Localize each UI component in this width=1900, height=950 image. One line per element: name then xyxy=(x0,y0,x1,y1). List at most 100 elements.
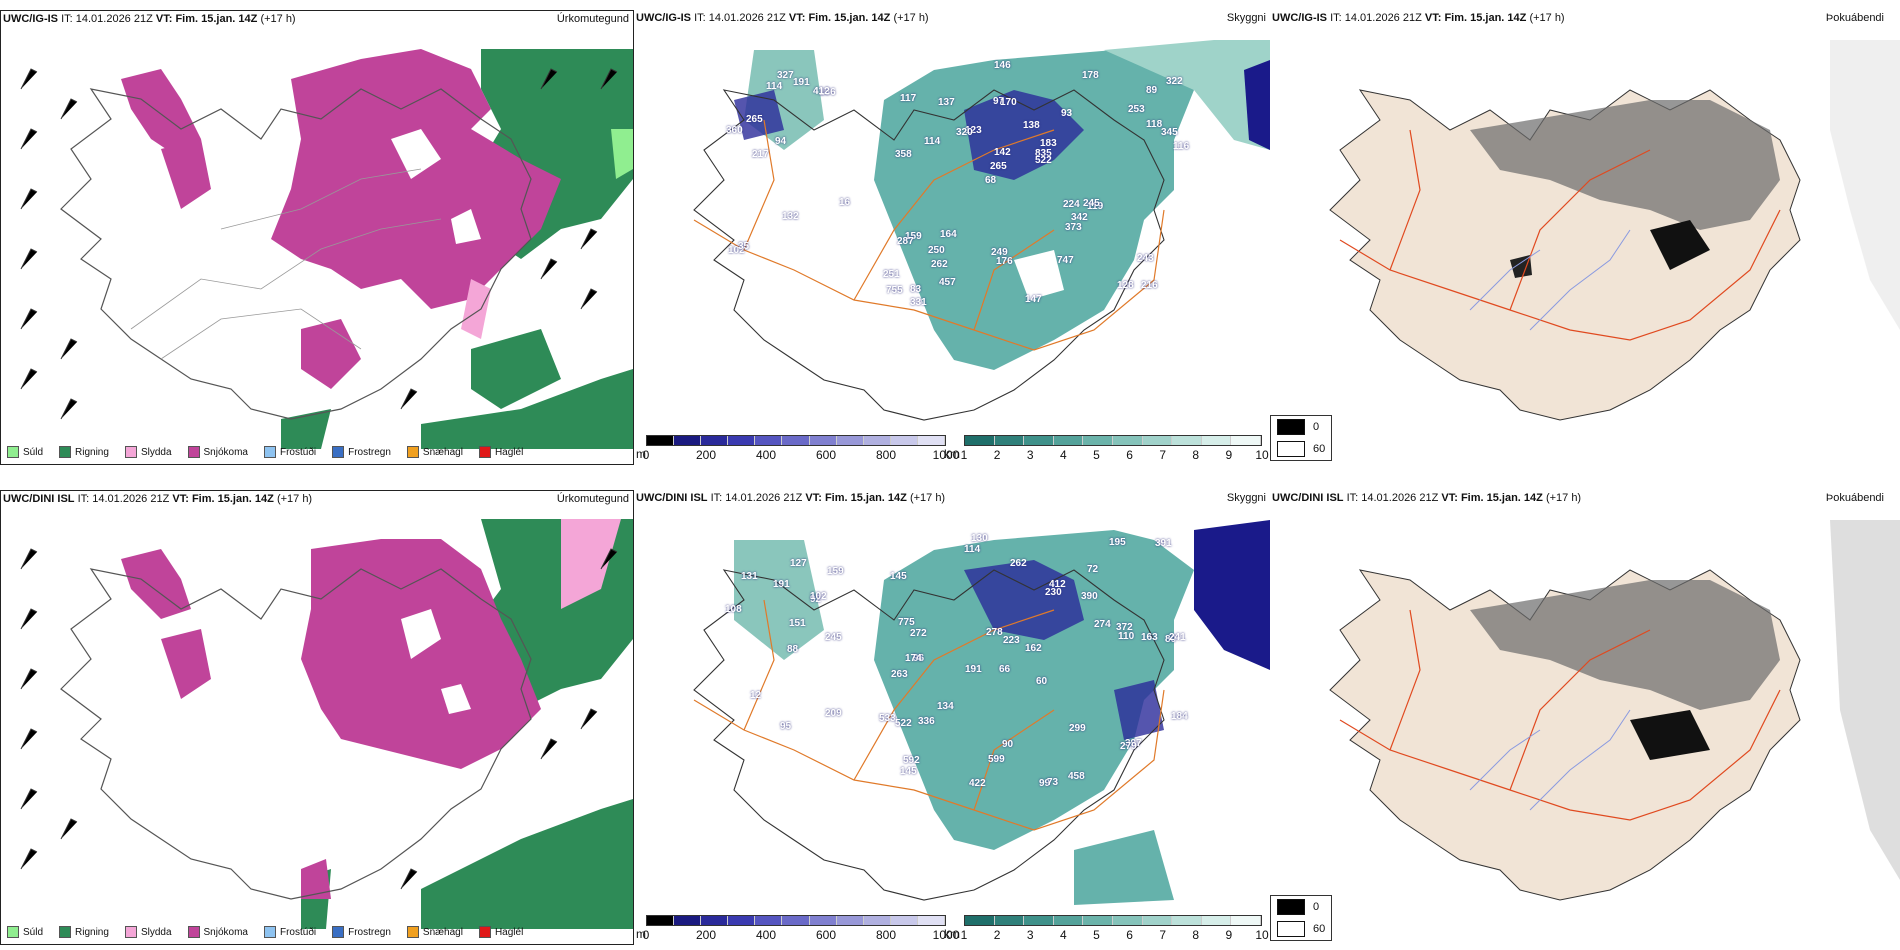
fog-index-panel-row1: UWC/IG-IS IT: 14.01.2026 21Z VT: Fim. 15… xyxy=(1270,10,1900,465)
colorbar-cell xyxy=(1201,916,1232,925)
legend-item-snjokoma: Snjókoma xyxy=(187,446,248,458)
ceiling-value-label: 137 xyxy=(938,97,955,108)
colorbar-cell xyxy=(994,436,1025,445)
ceiling-value-label: 373 xyxy=(1065,222,1082,233)
ceiling-value-label: 835 xyxy=(1035,148,1052,159)
ceiling-value-label: 178 xyxy=(1082,70,1099,81)
ceiling-value-label: 60 xyxy=(1036,676,1048,687)
colorbar-cell xyxy=(965,916,995,925)
visibility-unit: km xyxy=(944,927,960,941)
colorbar-tick-label: 2 xyxy=(993,928,1001,942)
ceiling-value-label: 170 xyxy=(1000,97,1017,108)
colorbar-cell xyxy=(1172,916,1202,925)
ceiling-value-label: 116 xyxy=(1173,141,1190,152)
colorbar-tick-label: 0 xyxy=(642,448,650,462)
ceiling-value-label: 35 xyxy=(738,241,750,252)
legend-item-frostregn: Frostregn xyxy=(332,926,391,938)
ceiling-value-label: 592 xyxy=(903,755,920,766)
colorbar-tick-label: 400 xyxy=(755,928,777,942)
fog-key-row: 60 xyxy=(1271,918,1331,940)
ceiling-value-label: 216 xyxy=(1141,280,1158,291)
colorbar-tick-label: 6 xyxy=(1126,928,1133,942)
ceiling-value-label: 108 xyxy=(725,604,742,615)
panel-title: Úrkomutegund xyxy=(556,493,629,505)
ceiling-value-label: 331 xyxy=(910,297,927,308)
colorbar-cell xyxy=(1142,916,1173,925)
colorbar-tick-label: 1000 xyxy=(932,448,960,462)
ceiling-value-label: 88 xyxy=(787,644,799,655)
colorbar-tick-label: 3 xyxy=(1026,448,1034,462)
ceiling-value-label: 80 xyxy=(1165,634,1177,645)
ceiling-value-label: 241 xyxy=(1169,632,1186,643)
ceiling-value-label: 533 xyxy=(879,713,896,724)
ceiling-value-label: 245 xyxy=(1083,198,1100,209)
legend-item-snaehagl: Snæhagl xyxy=(406,926,463,938)
visibility-colorbar: 1 2 3 4 5 6 7 8 9 10 xyxy=(961,915,1269,943)
colorbar-cell xyxy=(1172,436,1202,445)
ceiling-value-label: 262 xyxy=(1010,558,1027,569)
legend-item-sudd: Súld xyxy=(7,926,43,938)
ceiling-value-label: 159 xyxy=(827,566,844,577)
colorbar-cell xyxy=(1112,916,1143,925)
ceiling-value-label: 265 xyxy=(990,161,1007,172)
colorbar-tick-label: 8 xyxy=(1192,448,1200,462)
ceiling-value-label: 272 xyxy=(910,628,927,639)
fog-key: 0 60 xyxy=(1270,895,1333,941)
ceiling-value-label: 128 xyxy=(1117,280,1134,291)
panel-header: UWC/DINI ISL IT: 14.01.2026 21Z VT: Fim.… xyxy=(636,492,946,504)
ceiling-value-label: 90 xyxy=(1002,739,1014,750)
legend-item-slydda: Slydda xyxy=(124,446,172,458)
panel-title: Þokuábendi xyxy=(1825,492,1884,504)
ceiling-value-label: 176 xyxy=(996,256,1013,267)
legend-item-frostregn: Frostregn xyxy=(332,446,391,458)
colorbar-cell xyxy=(809,436,837,445)
legend-item-haglel: Haglél xyxy=(478,926,523,938)
ceiling-value-label: 119 xyxy=(1087,201,1104,212)
colorbar-tick-label: 600 xyxy=(815,448,837,462)
ceiling-value-label: 262 xyxy=(931,259,948,270)
colorbar-tick-label: 600 xyxy=(815,928,837,942)
ceiling-value-label: 131 xyxy=(741,571,758,582)
panel-header: UWC/IG-IS IT: 14.01.2026 21Z VT: Fim. 15… xyxy=(3,13,296,25)
ceiling-value-label: 174 xyxy=(905,653,922,664)
ceiling-value-label: 191 xyxy=(793,77,810,88)
ceiling-value-label: 342 xyxy=(1071,212,1088,223)
colorbar-cell xyxy=(994,916,1025,925)
colorbar-cell xyxy=(755,436,783,445)
panel-header: UWC/IG-IS IT: 14.01.2026 21Z VT: Fim. 15… xyxy=(636,12,929,24)
colorbar-cell xyxy=(863,916,891,925)
ceiling-value-label: 162 xyxy=(1025,643,1042,654)
ceiling-value-label: 263 xyxy=(891,669,908,680)
fog-key-row: 0 xyxy=(1271,416,1331,438)
panel-header: UWC/DINI ISL IT: 14.01.2026 21Z VT: Fim.… xyxy=(3,493,313,505)
ceiling-value-label: 73 xyxy=(1047,777,1059,788)
colorbar-tick-label: 4 xyxy=(1059,448,1067,462)
ceiling-value-label: 89 xyxy=(1146,85,1158,96)
ceiling-value-label: 95 xyxy=(780,721,792,732)
colorbar-tick-label: 800 xyxy=(875,928,897,942)
colorbar-tick-label: 7 xyxy=(1159,928,1166,942)
colorbar-tick-label: 8 xyxy=(1192,928,1200,942)
ceiling-labels: 216 358 89 68 93 83 97 138 159 123 251 262 170 183 119… xyxy=(634,30,1270,430)
ceiling-value-label: 279 xyxy=(1120,741,1137,752)
colorbar-cell xyxy=(728,436,756,445)
colorbar-tick-label: 3 xyxy=(1026,928,1034,942)
ceiling-value-label: 195 xyxy=(1109,537,1126,548)
ceiling-value-label: 251 xyxy=(883,269,900,280)
ceiling-value-label: 142 xyxy=(994,147,1011,158)
ceiling-value-label: 209 xyxy=(825,708,842,719)
colorbar-tick-label: 400 xyxy=(755,448,777,462)
visibility-panel-row1: UWC/IG-IS IT: 14.01.2026 21Z VT: Fim. 15… xyxy=(634,10,1270,465)
legend-item-rigning: Rigning xyxy=(59,446,109,458)
legend-item-rigning: Rigning xyxy=(59,926,109,938)
ceiling-value-label: 327 xyxy=(777,70,794,81)
ceiling-value-label: 599 xyxy=(988,754,1005,765)
ceiling-value-label: 322 xyxy=(1166,76,1183,87)
ceiling-value-label: 747 xyxy=(1057,255,1074,266)
ceiling-value-label: 93 xyxy=(1061,108,1073,119)
colorbar-cell xyxy=(1083,436,1113,445)
ceiling-value-label: 127 xyxy=(790,558,807,569)
ceiling-value-label: 163 xyxy=(1141,632,1158,643)
ceiling-value-label: 191 xyxy=(965,664,982,675)
precip-type-panel-row1: UWC/IG-IS IT: 14.01.2026 21Z VT: Fim. 15… xyxy=(0,10,634,465)
